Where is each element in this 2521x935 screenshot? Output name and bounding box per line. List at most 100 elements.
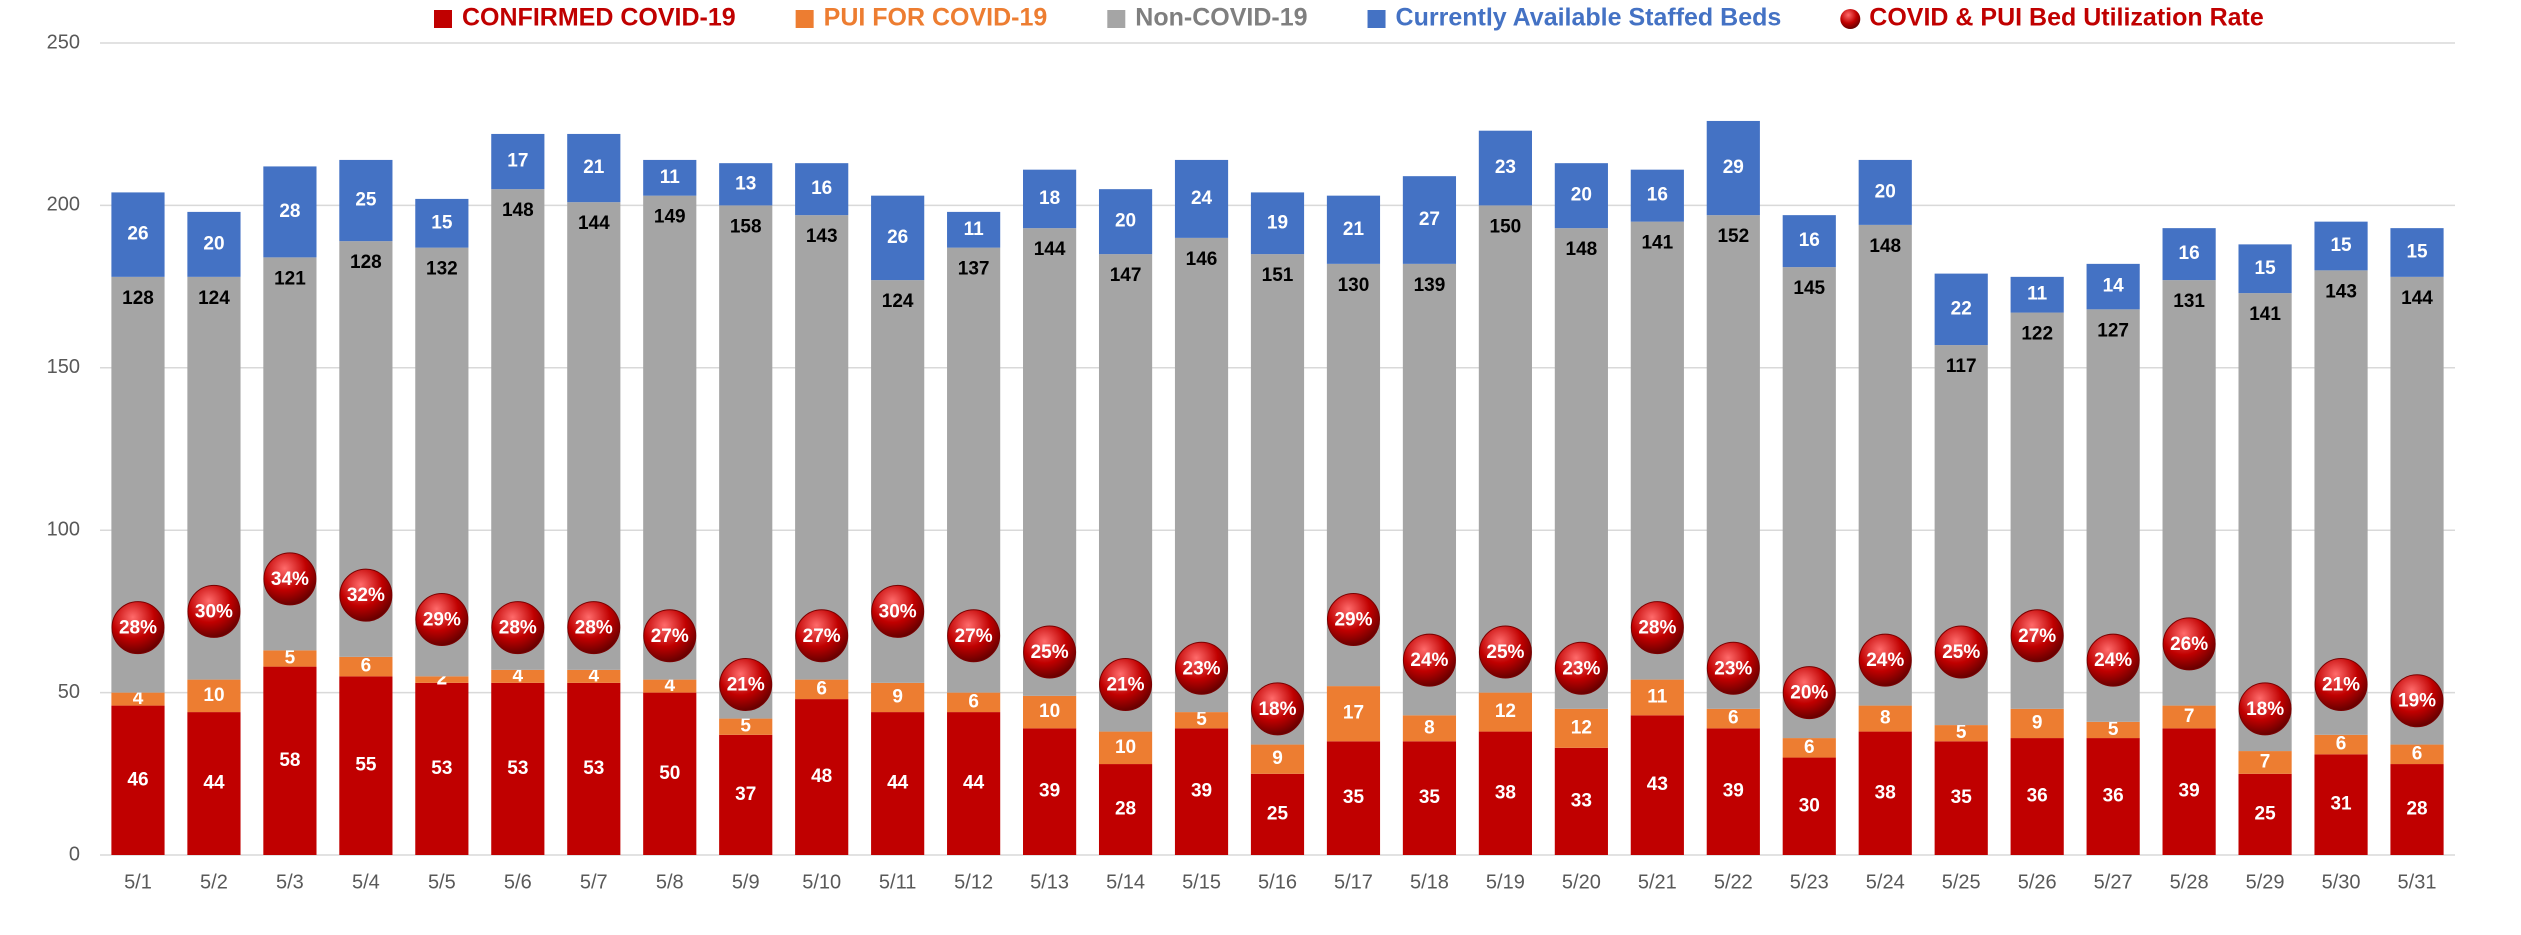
rate-label: 32%: [347, 585, 385, 606]
x-tick-label: 5/22: [1714, 871, 1753, 893]
bar-segment: [1554, 747, 1608, 855]
bar-segment: [111, 705, 165, 855]
rate-marker: [1782, 666, 1836, 720]
data-label: 21: [1343, 219, 1365, 240]
data-label: 4: [513, 665, 524, 686]
data-label: 124: [198, 288, 230, 309]
bar-segment: [187, 679, 241, 713]
data-label: 6: [361, 656, 372, 677]
x-tick-label: 5/14: [1106, 871, 1145, 893]
data-label: 158: [730, 216, 762, 237]
rate-marker: [111, 601, 165, 655]
data-label: 13: [735, 173, 756, 194]
y-tick-label: 150: [47, 356, 80, 378]
data-label: 117: [1946, 356, 1977, 377]
data-label: 19: [1267, 212, 1288, 233]
y-tick-label: 250: [47, 31, 80, 53]
bar-segment: [1478, 731, 1532, 855]
x-tick-label: 5/10: [802, 871, 841, 893]
data-label: 11: [2027, 284, 2048, 305]
x-tick-label: 5/12: [954, 871, 993, 893]
rate-marker: [643, 609, 697, 663]
rate-marker: [947, 609, 1001, 663]
data-label: 18: [1039, 188, 1060, 209]
data-label: 10: [1039, 701, 1060, 722]
bar-segment: [2314, 270, 2368, 735]
rate-marker: [871, 584, 925, 638]
data-label: 6: [816, 678, 827, 699]
data-label: 12: [1495, 701, 1516, 722]
data-label: 9: [1272, 748, 1283, 769]
bar-segment: [871, 195, 925, 281]
data-label: 7: [2260, 751, 2271, 772]
bar-segment: [719, 205, 773, 719]
rate-label: 26%: [2170, 634, 2208, 655]
bar-segment: [339, 159, 393, 242]
bar-segment: [491, 133, 545, 190]
data-label: 124: [882, 291, 914, 312]
data-label: 9: [892, 686, 903, 707]
bar-segment: [1630, 715, 1684, 855]
bar-segment: [2162, 728, 2216, 855]
data-label: 35: [1419, 787, 1441, 808]
x-tick-label: 5/1: [124, 871, 152, 893]
x-tick-label: 5/18: [1410, 871, 1449, 893]
bar-segment: [2010, 708, 2064, 739]
rate-label: 25%: [1031, 642, 1069, 663]
bar-segment: [1250, 254, 1305, 745]
data-label: 8: [1880, 708, 1891, 729]
data-label: 146: [1186, 249, 1218, 270]
data-label: 31: [2330, 794, 2352, 815]
bar-segment: [1478, 130, 1532, 206]
bar-segment: [2390, 764, 2444, 855]
data-label: 149: [654, 207, 686, 228]
bar-segment: [1782, 215, 1836, 268]
bar-segment: [263, 650, 317, 667]
x-tick-label: 5/15: [1182, 871, 1221, 893]
data-label: 148: [1566, 239, 1598, 260]
data-label: 148: [1869, 236, 1901, 257]
data-label: 39: [2179, 781, 2200, 802]
bar-segment: [1858, 705, 1912, 732]
data-label: 4: [589, 665, 600, 686]
bar-segment: [1402, 176, 1457, 264]
x-tick-label: 5/27: [2094, 871, 2133, 893]
data-label: 20: [1875, 181, 1896, 202]
bar-segment: [111, 192, 165, 277]
data-label: 16: [1799, 230, 1820, 251]
rate-marker: [1251, 682, 1304, 736]
x-tick-label: 5/29: [2246, 871, 2285, 893]
data-label: 144: [578, 213, 610, 234]
data-label: 4: [664, 675, 675, 696]
rate-label: 29%: [1334, 610, 1372, 631]
data-label: 5: [285, 648, 296, 669]
bar-segment: [339, 656, 393, 677]
data-label: 141: [1641, 233, 1673, 254]
rate-label: 24%: [2094, 650, 2132, 671]
data-label: 143: [806, 226, 838, 247]
rate-label: 19%: [2398, 691, 2436, 712]
legend-marker: [1840, 9, 1861, 29]
data-label: 2: [437, 669, 448, 690]
bar-segment: [1174, 237, 1229, 713]
data-label: 38: [1875, 782, 1896, 803]
data-label: 150: [1490, 216, 1522, 237]
data-label: 39: [1723, 781, 1744, 802]
x-tick-label: 5/17: [1334, 871, 1373, 893]
data-label: 8: [1424, 717, 1435, 738]
x-tick-label: 5/20: [1562, 871, 1601, 893]
bar-segment: [1023, 695, 1077, 729]
bar-segment: [1934, 273, 1988, 346]
data-label: 144: [2401, 288, 2433, 309]
rate-marker: [1630, 601, 1684, 655]
rate-marker: [1175, 641, 1229, 695]
data-label: 148: [502, 200, 534, 221]
bar-segment: [1478, 205, 1532, 693]
x-tick-label: 5/31: [2398, 871, 2437, 893]
bar-segment: [2390, 276, 2444, 745]
bar-segment: [1858, 224, 1912, 706]
bar-segment: [2086, 721, 2140, 739]
bar-segment: [2390, 228, 2444, 277]
data-label: 58: [279, 750, 300, 771]
data-label: 11: [1647, 686, 1668, 707]
